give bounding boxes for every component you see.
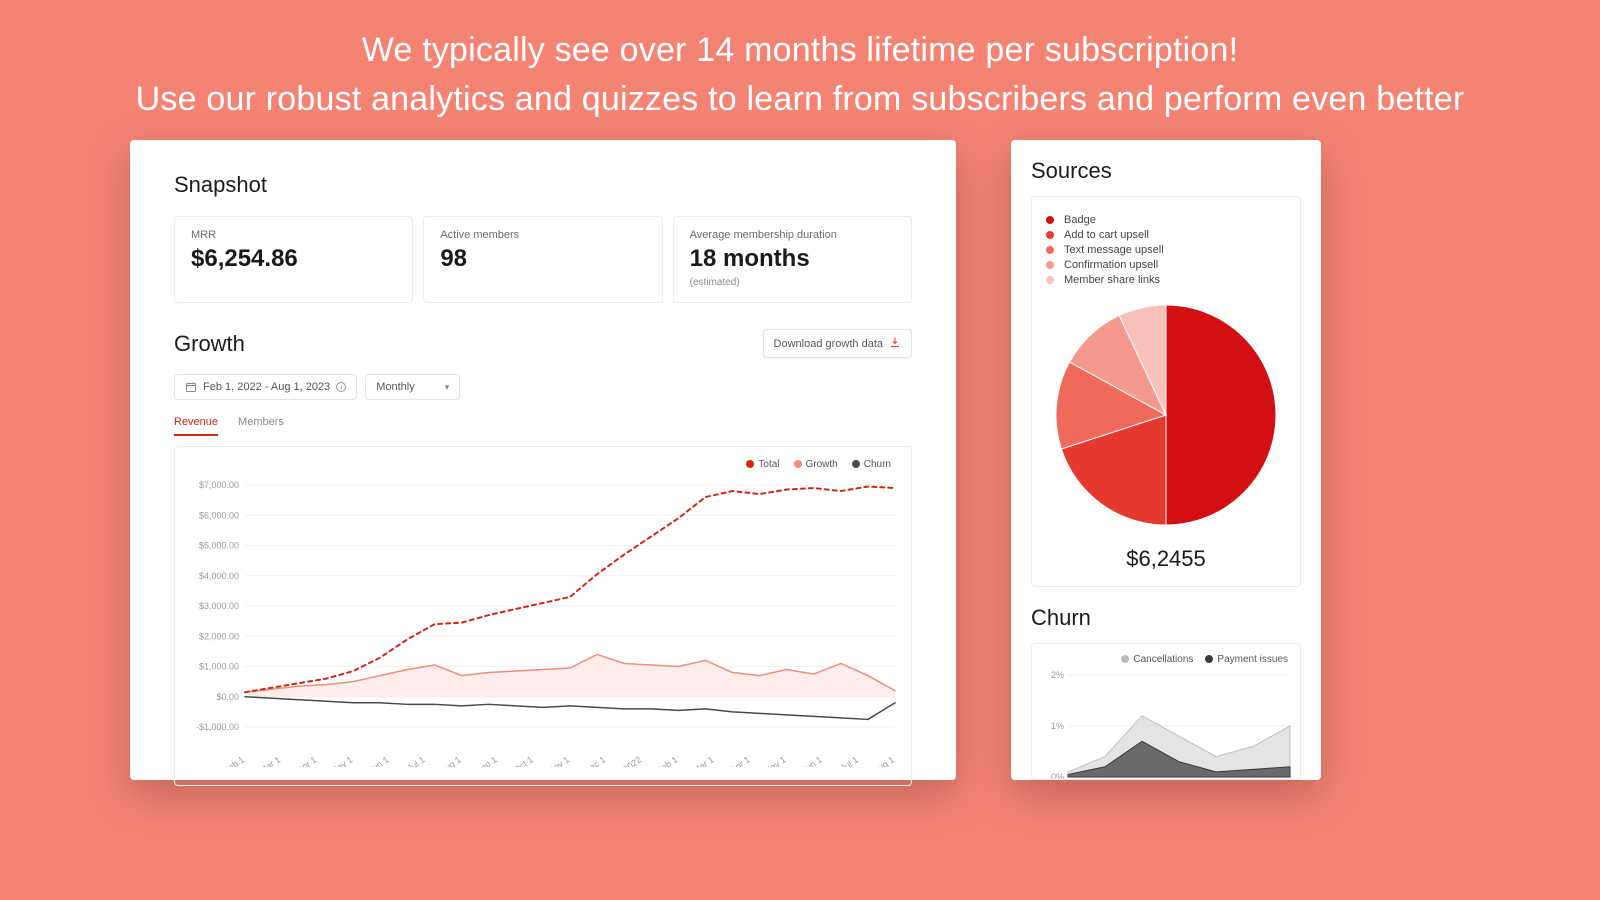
sources-panel: Badge Add to cart upsell Text message upse… [1031,196,1301,587]
svg-text:Jun 1: Jun 1 [367,754,391,767]
metric-active-members: Active members 98 [423,216,662,303]
sources-title: Sources [1031,158,1301,184]
churn-legend: Cancellations Payment issues [1044,654,1288,665]
churn-title: Churn [1031,605,1301,631]
hero-heading: We typically see over 14 months lifetime… [0,26,1600,125]
legend-label: Member share links [1064,274,1160,286]
svg-text:Apr 1: Apr 1 [728,754,751,767]
source-legend-item: Badge [1046,214,1286,226]
svg-text:$5,000.00: $5,000.00 [199,541,239,551]
churn-chart-svg: 0% 1% 2% [1044,671,1294,780]
svg-text:$1,000.00: $1,000.00 [199,662,239,672]
metric-value: 18 months [690,245,895,273]
metric-value: 98 [440,245,645,273]
analytics-card: Snapshot MRR $6,254.86 Active members 98… [130,140,956,780]
churn-panel: Cancellations Payment issues 0% 1% 2% [1031,643,1301,780]
hero-line2: Use our robust analytics and quizzes to … [0,75,1600,124]
sources-pie [1051,300,1281,530]
source-legend-item: Member share links [1046,274,1286,286]
chevron-down-icon: ▾ [445,382,450,393]
svg-text:Jul 1: Jul 1 [839,754,860,767]
metric-label: Active members [440,229,645,241]
svg-text:Jan 1 2022: Jan 1 2022 [601,754,643,767]
svg-text:0%: 0% [1051,772,1064,780]
svg-text:$6,000.00: $6,000.00 [199,510,239,520]
legend-payment-issues: Payment issues [1205,654,1288,665]
svg-text:Mar 1: Mar 1 [691,754,716,767]
svg-text:Feb 1: Feb 1 [222,754,247,767]
granularity-text: Monthly [376,381,415,393]
svg-text:Jul 1: Jul 1 [405,754,426,767]
metric-label: MRR [191,229,396,241]
growth-chart-svg: -$1,000.00 $0.00 $1,000.00 $2,000.00 $3,000.… [185,467,905,767]
legend-label: Text message upsell [1064,244,1164,256]
metric-avg-duration: Average membership duration 18 months (e… [673,216,912,303]
source-legend-item: Add to cart upsell [1046,229,1286,241]
download-label: Download growth data [774,338,883,350]
calendar-icon [185,381,197,393]
svg-text:Sep 1: Sep 1 [474,754,499,767]
metric-sub: (estimated) [690,277,895,288]
legend-dot [1046,261,1054,269]
legend-label: Confirmation upsell [1064,259,1158,271]
snapshot-title: Snapshot [174,172,912,198]
download-icon [889,336,901,351]
svg-text:-$1,000.00: -$1,000.00 [196,722,239,732]
metric-label: Average membership duration [690,229,895,241]
svg-text:2%: 2% [1051,671,1064,680]
svg-text:$2,000.00: $2,000.00 [199,631,239,641]
sources-total: $6,2455 [1126,546,1206,572]
svg-text:$0.00: $0.00 [216,692,239,702]
svg-text:Jun 1: Jun 1 [800,754,824,767]
hero-line1: We typically see over 14 months lifetime… [0,26,1600,75]
legend-cancellations: Cancellations [1121,654,1193,665]
svg-text:$3,000.00: $3,000.00 [199,601,239,611]
growth-title: Growth [174,331,245,357]
svg-text:Aug 1: Aug 1 [438,754,463,767]
growth-chart: Total Growth Churn -$1,000.00 $0.00 $1,000… [174,446,912,786]
svg-text:Feb 1: Feb 1 [655,754,680,767]
svg-text:Mar 1: Mar 1 [258,754,283,767]
download-growth-button[interactable]: Download growth data [763,329,912,358]
date-range-text: Feb 1, 2022 - Aug 1, 2023 [203,381,330,393]
legend-total: Total [746,459,779,470]
legend-label: Add to cart upsell [1064,229,1149,241]
svg-text:1%: 1% [1051,721,1064,731]
tab-members[interactable]: Members [238,416,284,436]
legend-dot [1046,246,1054,254]
granularity-select[interactable]: Monthly ▾ [365,374,460,400]
legend-growth: Growth [794,459,838,470]
tab-revenue[interactable]: Revenue [174,416,218,436]
svg-text:May 1: May 1 [762,754,788,767]
legend-dot [1046,276,1054,284]
metric-value: $6,254.86 [191,245,396,273]
sources-card: Sources Badge Add to cart upsell Text mess… [1011,140,1321,780]
sources-legend: Badge Add to cart upsell Text message upse… [1046,214,1286,286]
legend-dot [1046,216,1054,224]
source-legend-item: Text message upsell [1046,244,1286,256]
svg-text:$7,000.00: $7,000.00 [199,480,239,490]
svg-text:Oct 1: Oct 1 [512,754,535,767]
growth-tabs: Revenue Members [174,416,912,436]
svg-text:Apr 1: Apr 1 [295,754,318,767]
metric-mrr: MRR $6,254.86 [174,216,413,303]
snapshot-metrics: MRR $6,254.86 Active members 98 Average … [174,216,912,303]
svg-text:Nov 1: Nov 1 [546,754,571,767]
legend-churn: Churn [852,459,891,470]
svg-text:Dec 1: Dec 1 [582,754,607,767]
growth-legend: Total Growth Churn [746,459,891,470]
legend-dot [1046,231,1054,239]
svg-text:May 1: May 1 [329,754,355,767]
info-icon: i [336,382,346,392]
legend-label: Badge [1064,214,1096,226]
date-range-picker[interactable]: Feb 1, 2022 - Aug 1, 2023 i [174,374,357,400]
source-legend-item: Confirmation upsell [1046,259,1286,271]
svg-text:$4,000.00: $4,000.00 [199,571,239,581]
svg-text:Aug 1: Aug 1 [871,754,896,767]
